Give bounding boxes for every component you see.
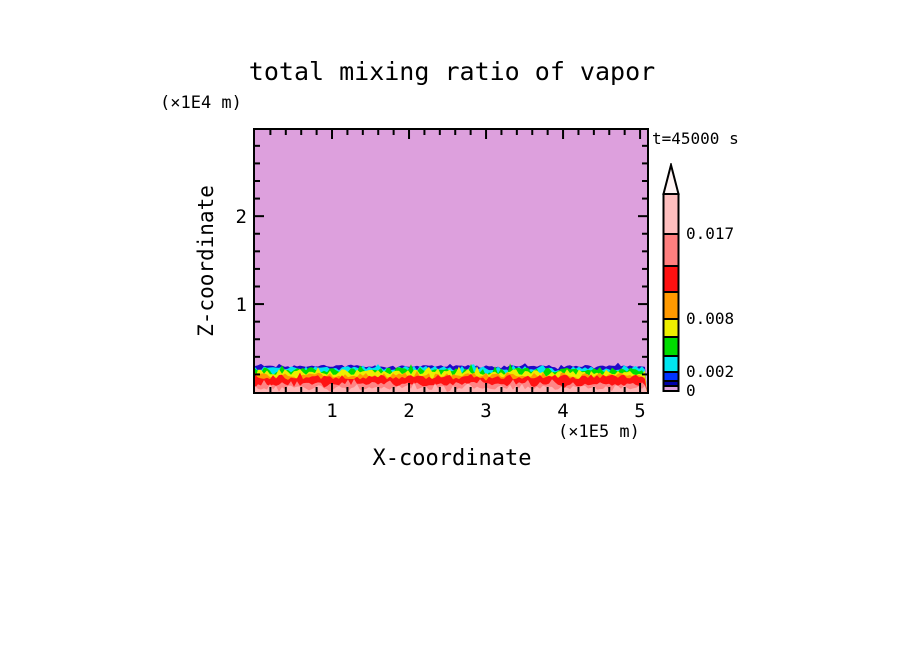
x-tick-label-2: 2 bbox=[403, 400, 415, 422]
contour-field bbox=[255, 130, 647, 392]
colorbar-segment bbox=[662, 336, 680, 357]
x-axis-unit: (×1E5 m) bbox=[558, 422, 640, 442]
colorbar-tick-label: 0.002 bbox=[686, 362, 735, 381]
field-background bbox=[255, 130, 647, 392]
surface-bands bbox=[255, 362, 647, 392]
z-axis-label-text: Z-coordinate bbox=[194, 185, 218, 337]
x-axis-label: X-coordinate bbox=[372, 446, 532, 471]
z-axis-unit: (×1E4 m) bbox=[160, 93, 242, 113]
colorbar-segment bbox=[662, 291, 680, 320]
colorbar-segments bbox=[662, 193, 680, 392]
time-annotation: t=45000 s bbox=[652, 129, 739, 148]
chart-title: total mixing ratio of vapor bbox=[248, 57, 656, 86]
x-tick-label-3: 3 bbox=[480, 400, 492, 422]
colorbar bbox=[662, 163, 680, 392]
colorbar-segment bbox=[662, 371, 680, 382]
axis-ticks bbox=[255, 130, 647, 392]
colorbar-segment bbox=[662, 233, 680, 267]
colorbar-tick-label: 0.008 bbox=[686, 309, 735, 328]
z-tick-label-1: 1 bbox=[235, 294, 247, 316]
colorbar-segment bbox=[662, 193, 680, 235]
colorbar-arrow bbox=[662, 163, 680, 195]
x-tick-label-5: 5 bbox=[634, 400, 646, 422]
z-axis-label: Z-coordinate bbox=[192, 130, 220, 392]
colorbar-segment bbox=[662, 265, 680, 293]
x-tick-label-1: 1 bbox=[326, 400, 338, 422]
z-tick-label-2: 2 bbox=[235, 206, 247, 228]
colorbar-segment bbox=[662, 355, 680, 373]
colorbar-segment bbox=[662, 318, 680, 338]
x-tick-label-4: 4 bbox=[557, 400, 569, 422]
plot-area bbox=[253, 128, 649, 394]
field-band bbox=[255, 382, 647, 392]
colorbar-tick-label: 0.017 bbox=[686, 224, 735, 243]
colorbar-tick-label: 0 bbox=[686, 381, 696, 400]
